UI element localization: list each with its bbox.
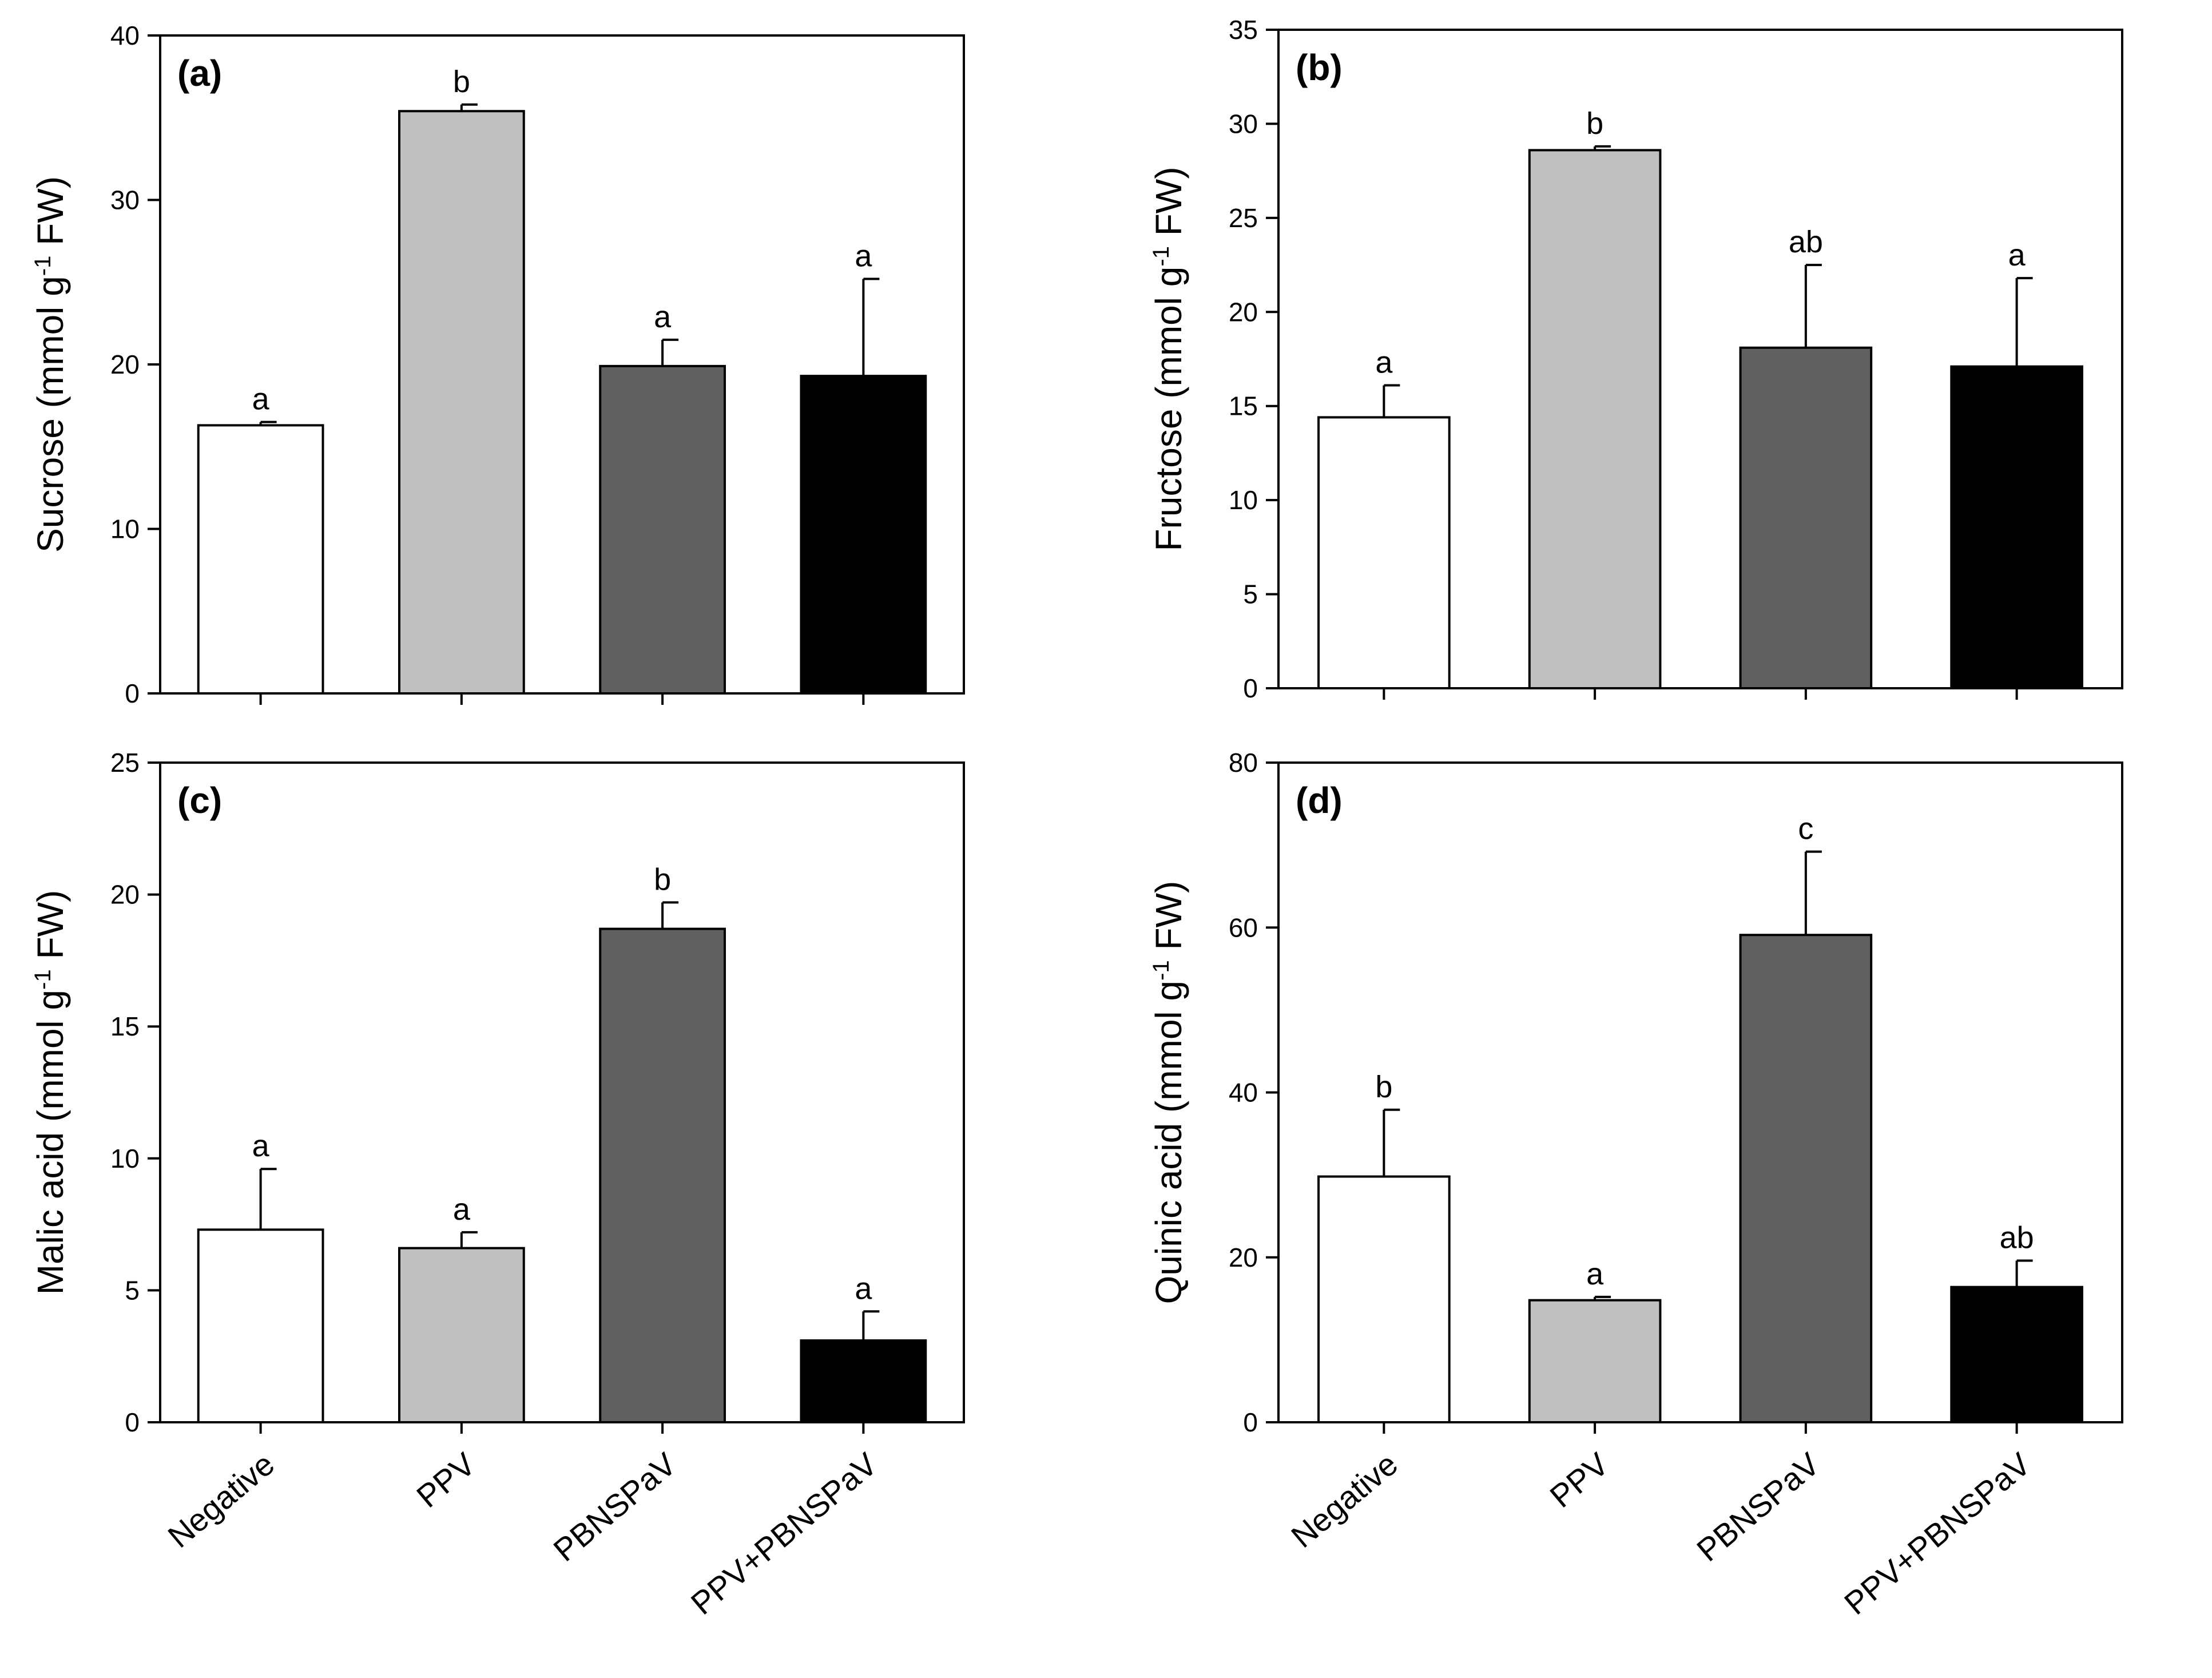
bar: [1317, 1175, 1451, 1424]
y-tick-label: 10: [110, 1144, 140, 1173]
significance-letter: b: [453, 65, 470, 99]
y-axis-title: Quinic acid (mmol g-1 FW): [1148, 881, 1189, 1304]
y-tick-label: 10: [1229, 485, 1258, 515]
significance-letter: ab: [2000, 1221, 2034, 1255]
y-axis-title: Malic acid (mmol g-1 FW): [30, 890, 71, 1295]
y-tick-label: 20: [1229, 1243, 1258, 1272]
bar: [1528, 1299, 1662, 1424]
bar: [197, 1228, 324, 1423]
bar: [398, 1247, 525, 1423]
x-category-label: PPV+PBNSPaV: [1837, 1446, 2038, 1622]
y-axis-title-superscript: -1: [1149, 960, 1174, 981]
chart-panel-c: 0 5 10 15 20 25 a Negative a PPV b PBNSPaV a PPV+PBNS…: [30, 748, 965, 1622]
chart-panel-d: 0 20 40 60 80 b Negative a PPV c PBNSPaV ab PPV+PBNS…: [1148, 748, 2123, 1622]
y-tick-label: 15: [1229, 391, 1258, 421]
bar: [800, 375, 927, 695]
y-tick-label: 20: [1229, 297, 1258, 327]
significance-letter: a: [1375, 346, 1393, 380]
y-tick-label: 0: [1243, 1407, 1258, 1437]
y-axis-title-unit: FW): [30, 890, 71, 970]
y-tick-label: 0: [1243, 673, 1258, 703]
y-tick-label: 40: [110, 21, 140, 50]
plot-frame: [1277, 29, 2123, 689]
y-axis-title: Fructose (mmol g-1 FW): [1148, 166, 1189, 551]
y-axis-title-text: Quinic acid (mmol g: [1148, 981, 1189, 1304]
bar: [800, 1339, 927, 1424]
significance-letter: a: [855, 1271, 872, 1306]
bar: [599, 364, 726, 695]
panel-label: (b): [1296, 47, 1343, 88]
y-tick-label: 30: [110, 185, 140, 215]
y-axis-title-unit: FW): [30, 176, 71, 256]
y-tick-label: 15: [110, 1011, 140, 1041]
bar: [1950, 365, 2083, 689]
y-tick-label: 5: [125, 1275, 140, 1305]
bar: [1317, 416, 1451, 690]
y-tick-label: 20: [110, 880, 140, 910]
y-axis-title-superscript: -1: [30, 969, 55, 990]
significance-letter: a: [252, 1129, 270, 1163]
bar: [1739, 934, 1873, 1423]
significance-letter: a: [453, 1192, 471, 1227]
significance-letter: a: [252, 382, 270, 416]
chart-panel-a: 0 10 20 30 40 a b a a (a) Sucrose (mmol g-1 FW): [30, 21, 965, 708]
significance-letter: c: [1798, 812, 1813, 846]
y-tick-label: 40: [1229, 1078, 1258, 1108]
panel-label: (a): [177, 53, 222, 94]
bar: [599, 927, 726, 1423]
significance-letter: a: [654, 300, 672, 334]
x-category-label: PBNSPaV: [1690, 1446, 1826, 1569]
significance-letter: a: [2008, 238, 2026, 272]
y-tick-label: 20: [110, 350, 140, 379]
significance-letter: a: [1586, 1257, 1604, 1291]
y-tick-label: 30: [1229, 109, 1258, 138]
y-tick-label: 25: [1229, 203, 1258, 233]
y-axis-title-text: Malic acid (mmol g: [30, 990, 71, 1295]
bar: [197, 424, 324, 695]
y-tick-label: 0: [125, 1407, 140, 1437]
significance-letter: b: [1586, 106, 1603, 141]
significance-letter: a: [855, 239, 872, 273]
significance-letter: b: [1375, 1070, 1392, 1104]
y-tick-label: 60: [1229, 913, 1258, 942]
y-tick-label: 10: [110, 514, 140, 544]
y-tick-label: 25: [110, 748, 140, 777]
y-axis-title-superscript: -1: [1149, 246, 1174, 267]
plot-frame: [159, 761, 965, 1423]
y-tick-label: 35: [1229, 15, 1258, 45]
x-category-label: PBNSPaV: [546, 1446, 683, 1569]
y-axis-title-text: Fructose (mmol g: [1148, 267, 1189, 552]
y-tick-label: 80: [1229, 748, 1258, 777]
panel-label: (d): [1296, 780, 1343, 821]
y-axis-title: Sucrose (mmol g-1 FW): [30, 176, 71, 553]
bar: [1739, 346, 1873, 689]
y-axis-title-superscript: -1: [30, 256, 55, 276]
bar: [1950, 1286, 2083, 1424]
significance-letter: ab: [1789, 225, 1823, 259]
significance-letter: b: [654, 862, 671, 896]
y-axis-title-text: Sucrose (mmol g: [30, 276, 71, 553]
bar: [398, 110, 525, 695]
x-category-label: PPV: [1543, 1446, 1615, 1515]
y-axis-title-unit: FW): [1148, 166, 1189, 246]
x-category-label: Negative: [1284, 1446, 1404, 1554]
x-category-label: PPV+PBNSPaV: [684, 1446, 884, 1622]
panel-label: (c): [177, 780, 222, 821]
bar: [1528, 149, 1662, 689]
y-tick-label: 0: [125, 679, 140, 708]
x-category-label: PPV: [410, 1446, 482, 1515]
y-axis-title-unit: FW): [1148, 881, 1189, 961]
x-category-label: Negative: [161, 1446, 281, 1554]
y-tick-label: 5: [1243, 580, 1258, 609]
